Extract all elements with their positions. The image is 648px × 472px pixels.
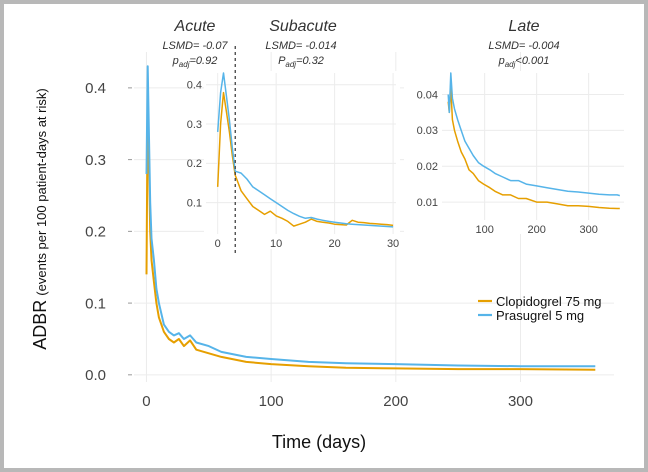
legend-label-clopidogrel: Clopidogrel 75 mg bbox=[496, 294, 602, 309]
annotation-subacute: Subacute LSMD= -0.014 Padj=0.32 bbox=[265, 18, 337, 69]
annotation-acute: Acute LSMD= -0.07 padj=0.92 bbox=[162, 18, 228, 69]
main-x-tick-label: 100 bbox=[259, 393, 284, 410]
inset1-series-line bbox=[216, 72, 394, 228]
main-x-tick-label: 200 bbox=[383, 393, 408, 410]
subacute-lsmd: LSMD= -0.014 bbox=[265, 40, 336, 52]
inset2-series-line bbox=[447, 72, 620, 197]
inset1-gridlines bbox=[206, 73, 396, 234]
subacute-pvalue: Padj=0.32 bbox=[278, 55, 324, 69]
inset-acute-subacute: 0 10 20 30 0.1 0.2 0.3 0.4 bbox=[187, 46, 400, 254]
y-axis-label: ADBR(events per 100 patient-days at risk… bbox=[30, 88, 50, 349]
inset2-series-lines bbox=[447, 72, 620, 210]
inset2-x-tick-label: 200 bbox=[527, 224, 545, 236]
inset1-background bbox=[204, 71, 400, 249]
inset1-y-tick-label: 0.3 bbox=[187, 119, 202, 131]
inset1-x-tick-label: 0 bbox=[215, 238, 221, 250]
inset1-x-tick-label: 10 bbox=[270, 238, 282, 250]
inset1-y-tick-label: 0.4 bbox=[187, 80, 202, 92]
main-series-line bbox=[145, 65, 596, 368]
inset2-y-tick-label: 0.03 bbox=[417, 125, 438, 137]
main-y-tick-label: 0.0 bbox=[85, 367, 106, 384]
x-axis-label: Time (days) bbox=[272, 432, 366, 452]
main-series-lines bbox=[145, 65, 596, 371]
main-y-tick-label: 0.2 bbox=[85, 224, 106, 241]
legend: Clopidogrel 75 mg Prasugrel 5 mg bbox=[478, 294, 602, 323]
annotation-late: Late LSMD= -0.004 padj<0.001 bbox=[488, 18, 559, 69]
subacute-title: Subacute bbox=[269, 18, 337, 35]
inset2-x-tick-label: 100 bbox=[475, 224, 493, 236]
legend-label-prasugrel: Prasugrel 5 mg bbox=[496, 308, 584, 323]
inset1-y-tick-label: 0.2 bbox=[187, 158, 202, 170]
figure-frame: 0 100 200 300 0.0 0.1 0.2 0.3 0.4 Time (days) AD… bbox=[4, 4, 644, 468]
main-y-tick-label: 0.1 bbox=[85, 295, 106, 312]
inset2-x-tick-label: 300 bbox=[579, 224, 597, 236]
inset2-gridlines bbox=[442, 73, 624, 220]
main-y-tick-label: 0.3 bbox=[85, 152, 106, 169]
main-x-tick-label: 0 bbox=[142, 393, 150, 410]
inset1-tick-labels: 0 10 20 30 0.1 0.2 0.3 0.4 bbox=[187, 80, 399, 250]
main-series-line bbox=[145, 101, 596, 371]
inset1-y-tick-label: 0.1 bbox=[187, 197, 202, 209]
inset2-y-tick-label: 0.01 bbox=[417, 197, 438, 209]
inset2-tick-labels: 100 200 300 0.01 0.02 0.03 0.04 bbox=[417, 89, 598, 236]
late-lsmd: LSMD= -0.004 bbox=[488, 40, 559, 52]
late-pvalue: padj<0.001 bbox=[498, 55, 550, 69]
main-x-tick-label: 300 bbox=[508, 393, 533, 410]
late-title: Late bbox=[508, 18, 539, 35]
inset1-x-tick-label: 30 bbox=[387, 238, 399, 250]
inset2-y-tick-label: 0.02 bbox=[417, 161, 438, 173]
main-y-tick-label: 0.4 bbox=[85, 80, 106, 97]
acute-pvalue: padj=0.92 bbox=[172, 55, 218, 69]
inset1-x-tick-label: 20 bbox=[328, 238, 340, 250]
acute-title: Acute bbox=[174, 18, 216, 35]
inset1-series-lines bbox=[216, 72, 394, 228]
acute-lsmd: LSMD= -0.07 bbox=[162, 40, 228, 52]
inset2-series-line bbox=[447, 86, 620, 210]
inset2-y-tick-label: 0.04 bbox=[417, 89, 438, 101]
inset-late: 100 200 300 0.01 0.02 0.03 0.04 bbox=[404, 71, 626, 236]
